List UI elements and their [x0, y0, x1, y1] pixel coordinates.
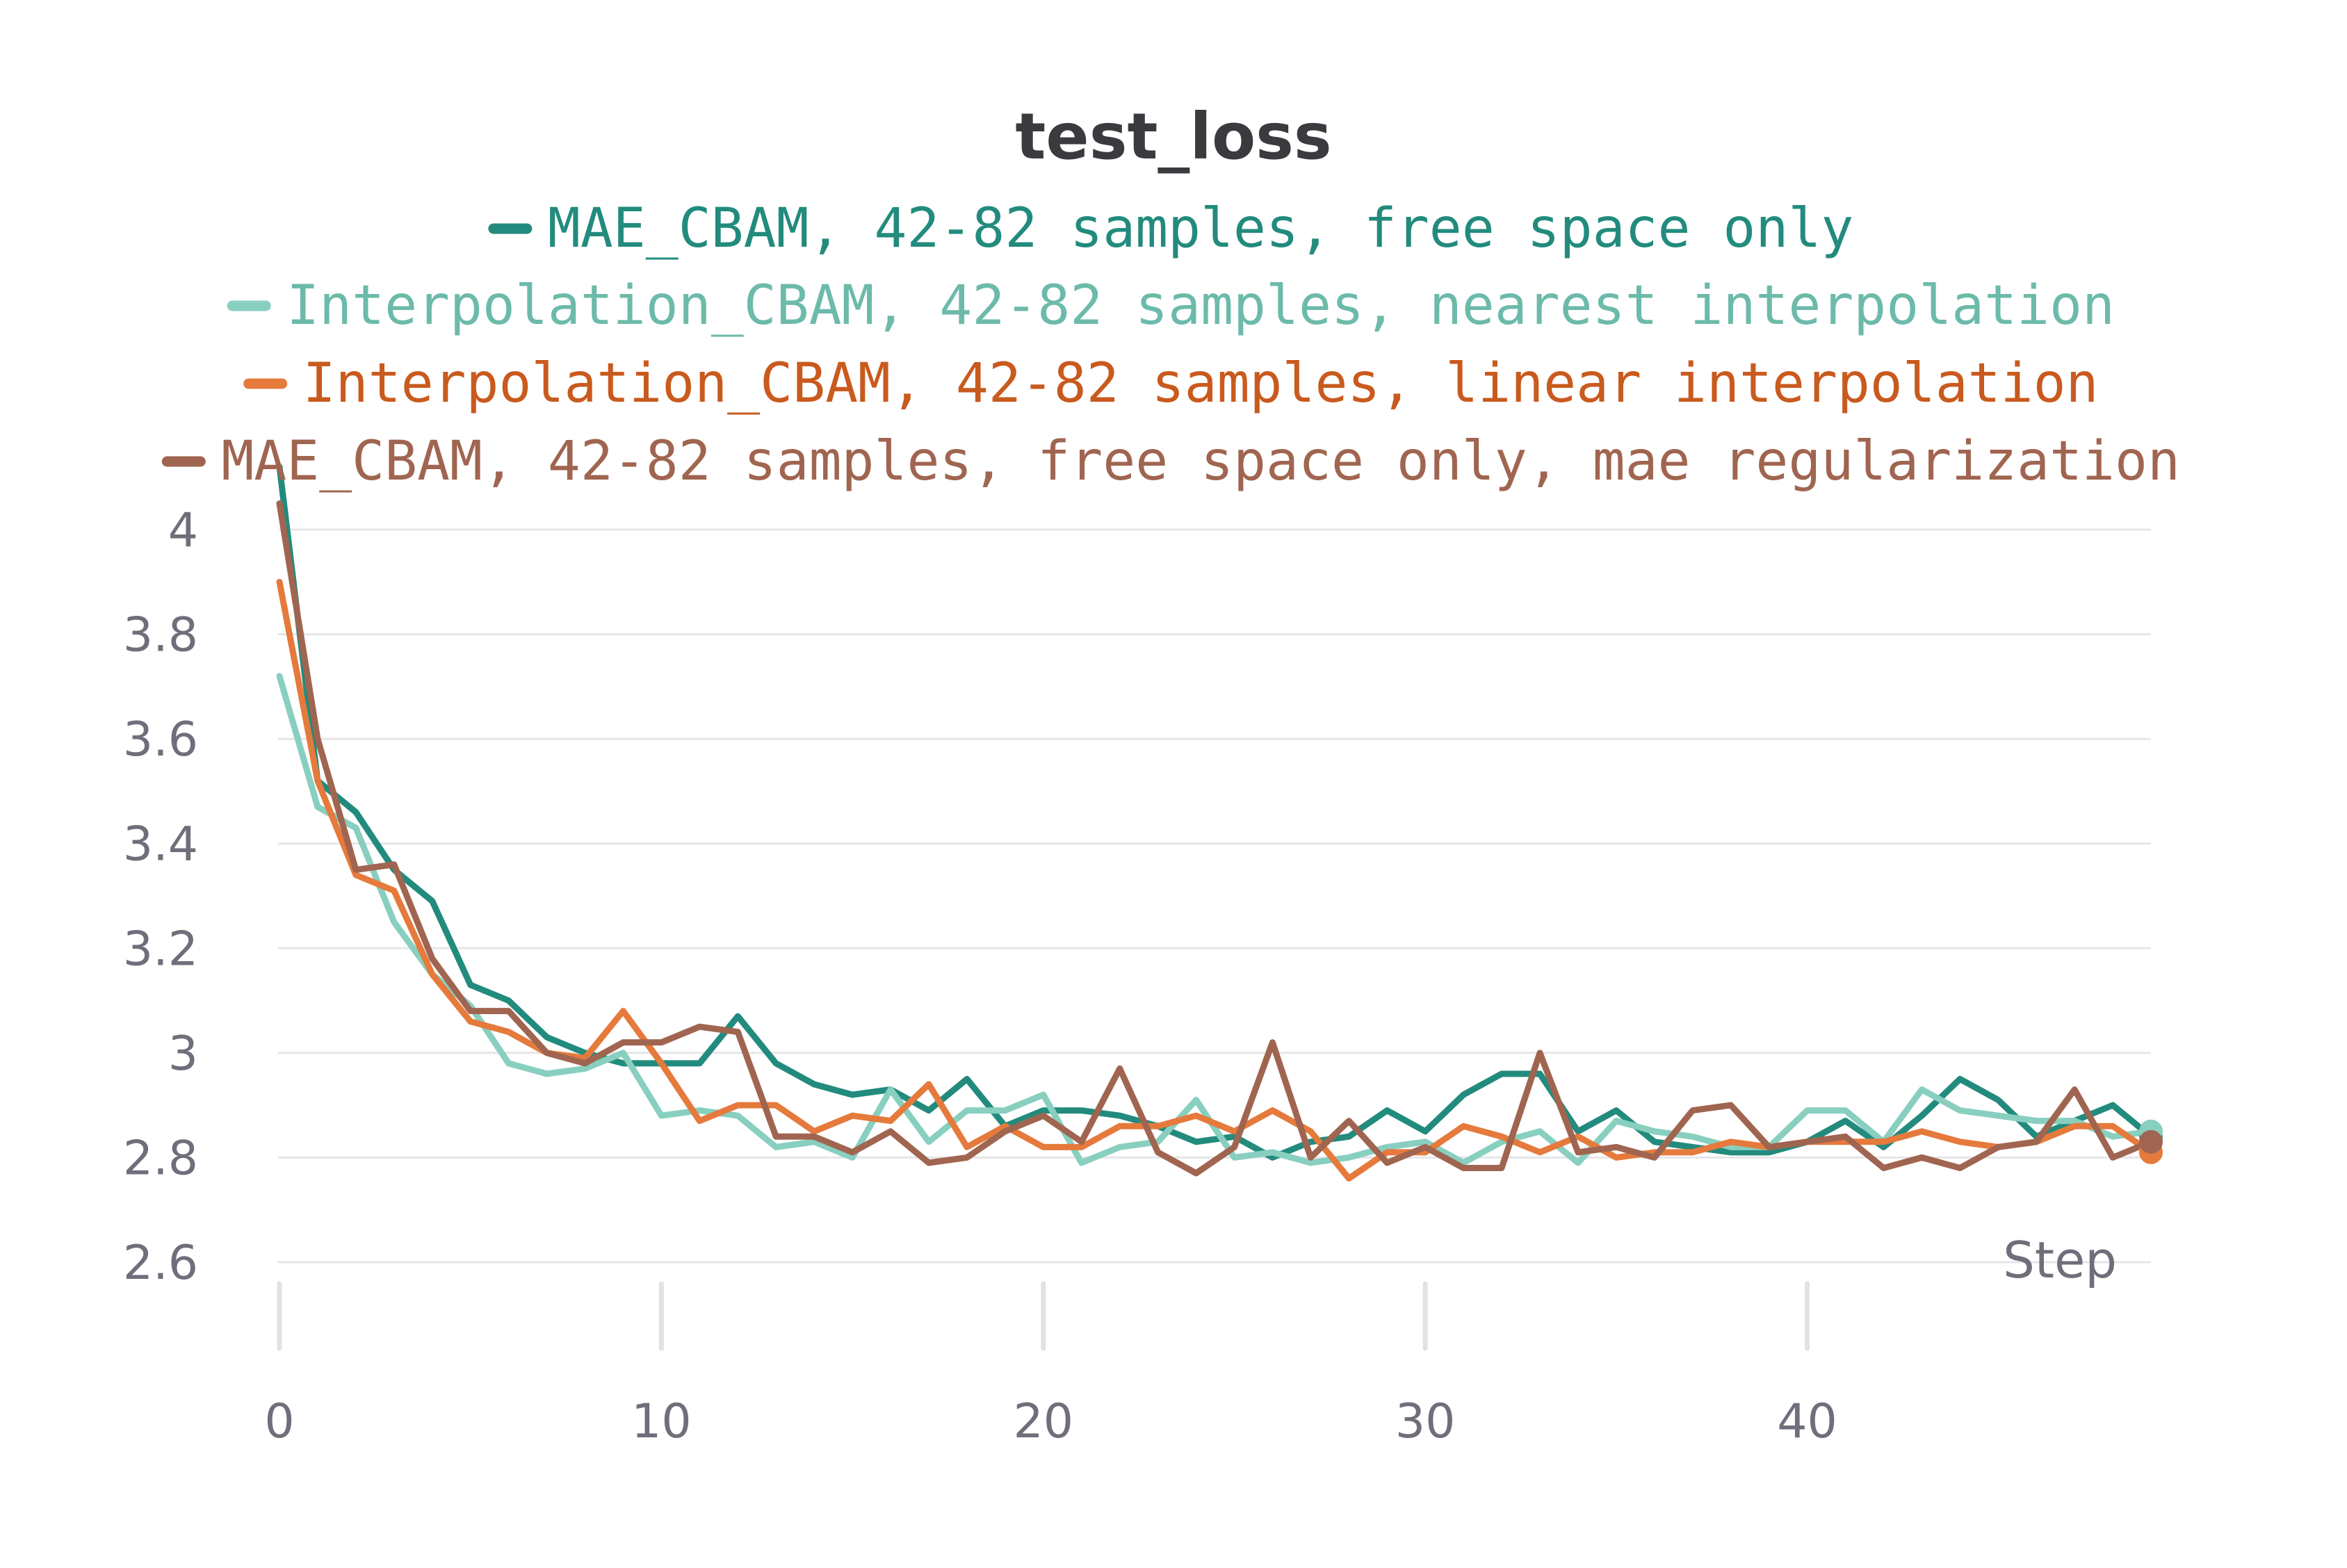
series-lines [276, 464, 2154, 1182]
x-tick-label: 30 [1395, 1394, 1456, 1449]
legend-label: Interpolation_CBAM, 42-82 samples, linea… [303, 352, 2099, 415]
gridlines [278, 528, 2151, 1264]
y-tick-label: 3.8 [123, 608, 198, 663]
series-endpoint-4 [2139, 1129, 2163, 1154]
legend-label: MAE_CBAM, 42-82 samples, free space only [548, 197, 1853, 260]
chart-title: test_loss [1015, 99, 1331, 174]
y-axis-ticks: 2.6 2.8 3 3.2 3.4 3.6 3.8 4 [123, 503, 198, 1291]
legend-label: MAE_CBAM, 42-82 samples, free space only… [221, 430, 2180, 493]
series-line-3 [276, 578, 2154, 1182]
y-tick-label: 3.4 [123, 817, 198, 872]
series-line-4 [276, 500, 2154, 1177]
y-tick-label: 3 [168, 1027, 198, 1081]
y-tick-label: 2.6 [123, 1236, 198, 1291]
y-tick-label: 3.6 [123, 712, 198, 767]
y-tick-label: 4 [168, 503, 198, 558]
legend[interactable]: MAE_CBAM, 42-82 samples, free space only… [161, 197, 2180, 493]
x-tick-label: 10 [631, 1394, 692, 1449]
y-tick-label: 2.8 [123, 1131, 198, 1186]
x-axis-label: Step [2003, 1231, 2117, 1289]
x-tick-label: 20 [1014, 1394, 1074, 1449]
series-endpoints [2139, 1119, 2163, 1164]
x-tick-label: 0 [264, 1394, 294, 1449]
x-tick-label: 40 [1777, 1394, 1837, 1449]
legend-label: Interpolation_CBAM, 42-82 samples, neare… [286, 275, 2115, 337]
x-axis-ticks: 0 10 20 30 40 [264, 1281, 1837, 1449]
series-line-2 [276, 673, 2154, 1166]
y-tick-label: 3.2 [123, 922, 198, 977]
